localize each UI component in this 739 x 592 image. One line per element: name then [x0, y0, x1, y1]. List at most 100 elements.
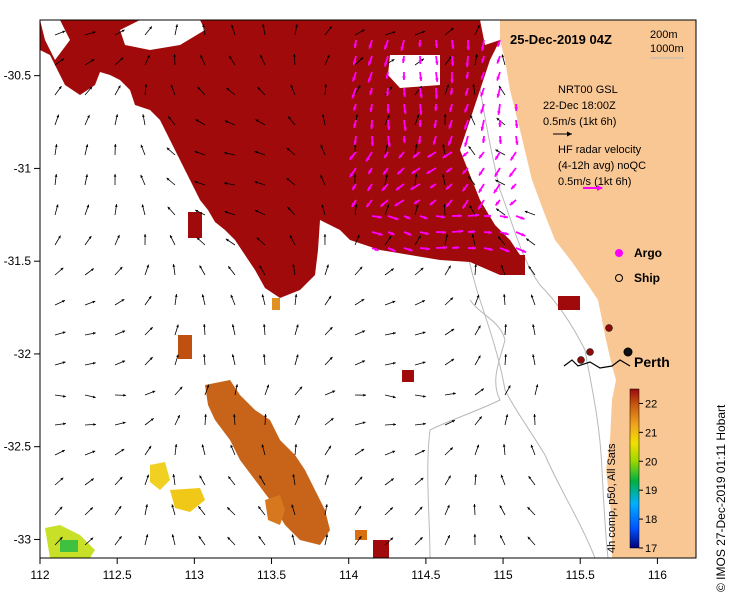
gsl-velocity-arrow: [84, 144, 89, 156]
hf-radar-velocity-arrows: [348, 39, 527, 254]
gsl-velocity-arrow: [174, 294, 178, 306]
gsl-velocity-arrow: [54, 299, 66, 306]
radar-velocity-arrow: [514, 103, 518, 112]
gsl-velocity-arrow: [84, 361, 96, 366]
plot-frame: [39, 19, 697, 559]
radar-velocity-arrow: [464, 87, 469, 96]
gsl-velocity-arrow: [114, 298, 125, 306]
gsl-velocity-arrow: [226, 87, 236, 96]
gsl-velocity-arrow: [324, 26, 333, 36]
radar-velocity-arrow: [509, 151, 517, 161]
sst-patch-yellow: [170, 488, 205, 512]
radar-velocity-arrow: [499, 214, 509, 219]
radar-velocity-arrow: [403, 247, 413, 252]
radar-velocity-arrow: [427, 151, 437, 158]
gsl-velocity-arrow: [84, 300, 96, 306]
gsl-velocity-arrow: [293, 53, 296, 66]
gsl-velocity-arrow: [114, 448, 125, 456]
radar-velocity-arrow: [369, 103, 374, 113]
gsl-velocity-arrow: [144, 417, 154, 426]
colorbar-tick-label: 20: [645, 456, 657, 468]
latitude-axis: -30.5 -31 -31.5 -32 -32.5 -33: [4, 69, 40, 546]
gsl-velocity-arrow: [254, 181, 266, 186]
gsl-velocity-arrow: [144, 295, 152, 306]
gsl-velocity-arrow: [166, 147, 176, 156]
radar-velocity-arrow: [481, 135, 486, 144]
gsl-velocity-arrow: [324, 474, 329, 486]
radar-legend-line1: HF radar velocity: [558, 144, 642, 156]
sst-patch-orange: [272, 298, 280, 310]
gsl-velocity-arrow: [414, 267, 424, 276]
gsl-velocity-arrow: [174, 386, 183, 396]
gsl-velocity-arrow: [414, 394, 426, 398]
gsl-velocity-arrow: [256, 237, 266, 246]
gsl-velocity-arrow: [321, 204, 326, 216]
gsl-velocity-arrow: [324, 264, 329, 276]
sst-pixel: [373, 540, 389, 558]
gsl-velocity-arrow: [84, 114, 90, 126]
gsl-velocity-arrow: [257, 86, 266, 96]
gsl-velocity-arrow: [414, 30, 426, 36]
city-label: Perth: [634, 354, 670, 370]
gsl-velocity-arrow: [254, 209, 266, 216]
gsl-velocity-arrow: [414, 235, 422, 246]
radar-velocity-arrow: [447, 135, 453, 146]
gsl-velocity-arrow: [414, 449, 426, 456]
gsl-velocity-arrow: [474, 24, 480, 36]
radar-velocity-arrow: [370, 135, 375, 147]
gsl-velocity-arrow: [474, 264, 478, 276]
radar-velocity-arrow: [369, 87, 373, 95]
gsl-velocity-arrow: [144, 84, 148, 96]
gsl-velocity-arrow: [174, 444, 178, 456]
gsl-velocity-arrow: [166, 177, 176, 186]
radar-velocity-arrow: [368, 39, 373, 49]
radar-velocity-arrow: [385, 71, 390, 80]
gsl-velocity-arrow: [84, 423, 97, 426]
gsl-velocity-arrow: [414, 204, 419, 216]
gsl-velocity-arrow: [324, 326, 333, 336]
gsl-velocity-arrow: [84, 235, 92, 246]
radar-velocity-arrow: [465, 71, 470, 80]
gsl-velocity-arrow: [474, 355, 481, 366]
gsl-velocity-arrow: [54, 204, 59, 216]
gsl-velocity-arrow: [114, 330, 126, 336]
gsl-velocity-arrow: [384, 478, 395, 486]
gsl-velocity-arrow: [258, 535, 266, 546]
gsl-velocity-arrow: [528, 475, 536, 486]
gsl-velocity-arrow: [414, 331, 426, 336]
gsl-legend-arrow-head: [567, 131, 572, 137]
gsl-velocity-arrow: [324, 54, 330, 66]
argo-float-marker: [577, 356, 585, 364]
radar-velocity-arrow: [402, 71, 406, 81]
gsl-velocity-arrow: [84, 174, 89, 186]
lon-tick-label: 114: [339, 568, 358, 582]
gsl-velocity-arrow: [442, 174, 446, 186]
gsl-velocity-arrow: [84, 450, 96, 456]
radar-legend-line2: (4-12h avg) noQC: [558, 160, 646, 172]
radar-velocity-arrow: [478, 151, 485, 159]
gsl-velocity-arrow: [54, 331, 66, 336]
radar-velocity-arrow: [352, 103, 357, 111]
radar-velocity-arrow: [508, 167, 517, 178]
gsl-velocity-arrow: [443, 203, 446, 216]
gsl-velocity-arrow: [264, 384, 270, 396]
gsl-legend-line1: NRT00 GSL: [558, 84, 618, 96]
lat-tick-label: -32: [14, 347, 32, 361]
gsl-velocity-arrow: [201, 294, 206, 306]
radar-velocity-arrow: [387, 247, 396, 252]
lon-tick-label: 115: [493, 568, 512, 582]
gsl-velocity-arrow: [202, 24, 206, 36]
gsl-velocity-arrow: [324, 390, 336, 396]
radar-velocity-arrow: [395, 183, 405, 191]
gsl-velocity-arrow: [231, 354, 236, 366]
gsl-velocity-arrow: [174, 354, 179, 366]
argo-float-marker: [586, 348, 594, 356]
gsl-velocity-arrow: [286, 147, 296, 156]
gsl-velocity-arrow: [354, 29, 365, 36]
gsl-velocity-arrow: [473, 533, 477, 546]
gsl-velocity-arrow: [530, 294, 536, 306]
gsl-velocity-arrow: [294, 414, 300, 426]
gsl-velocity-arrow: [54, 85, 62, 96]
gsl-velocity-arrow: [527, 536, 536, 546]
radar-velocity-arrow: [480, 103, 485, 114]
